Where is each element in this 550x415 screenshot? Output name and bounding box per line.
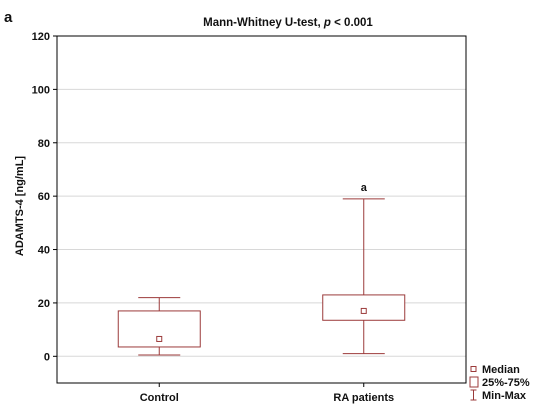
median-marker-0 <box>156 335 163 342</box>
y-tick-label-40: 40 <box>38 245 50 257</box>
title-p: p <box>323 17 331 29</box>
significance-label-1: a <box>361 182 368 194</box>
x-tick-label-0: Control <box>140 392 179 404</box>
legend-label-median: Median <box>482 364 520 376</box>
box-1: a <box>322 182 406 355</box>
plot-area: 0 20 40 60 80 100 120 Control RA patients a <box>32 31 467 404</box>
chart-title: Mann-Whitney U-test, p < 0.001 <box>203 17 373 29</box>
y-tick-label-60: 60 <box>38 191 50 203</box>
panel-label: a <box>4 9 13 26</box>
box-0 <box>117 297 201 356</box>
legend-item-whisker: Min-Max <box>470 389 527 402</box>
title-suffix: < 0.001 <box>331 17 373 29</box>
legend-label-box: 25%-75% <box>482 377 530 389</box>
median-marker-1 <box>360 307 367 314</box>
legend-box-icon <box>469 376 479 388</box>
legend-item-median: Median <box>470 364 520 376</box>
legend-median-icon <box>470 366 477 372</box>
iqr-box-1 <box>322 294 406 321</box>
plot-frame <box>56 35 467 384</box>
title-main: Mann-Whitney U-test, <box>203 17 324 29</box>
y-axis-label: ADAMTS-4 [ng/mL] <box>14 156 26 257</box>
x-tick-label-1: RA patients <box>333 392 394 404</box>
y-tick-label-120: 120 <box>32 31 50 43</box>
y-tick-label-20: 20 <box>38 298 50 310</box>
legend-label-whisker: Min-Max <box>482 390 527 402</box>
y-tick-label-80: 80 <box>38 138 50 150</box>
y-tick-label-0: 0 <box>44 351 50 363</box>
legend-item-box: 25%-75% <box>469 376 530 389</box>
y-tick-label-100: 100 <box>32 84 50 96</box>
